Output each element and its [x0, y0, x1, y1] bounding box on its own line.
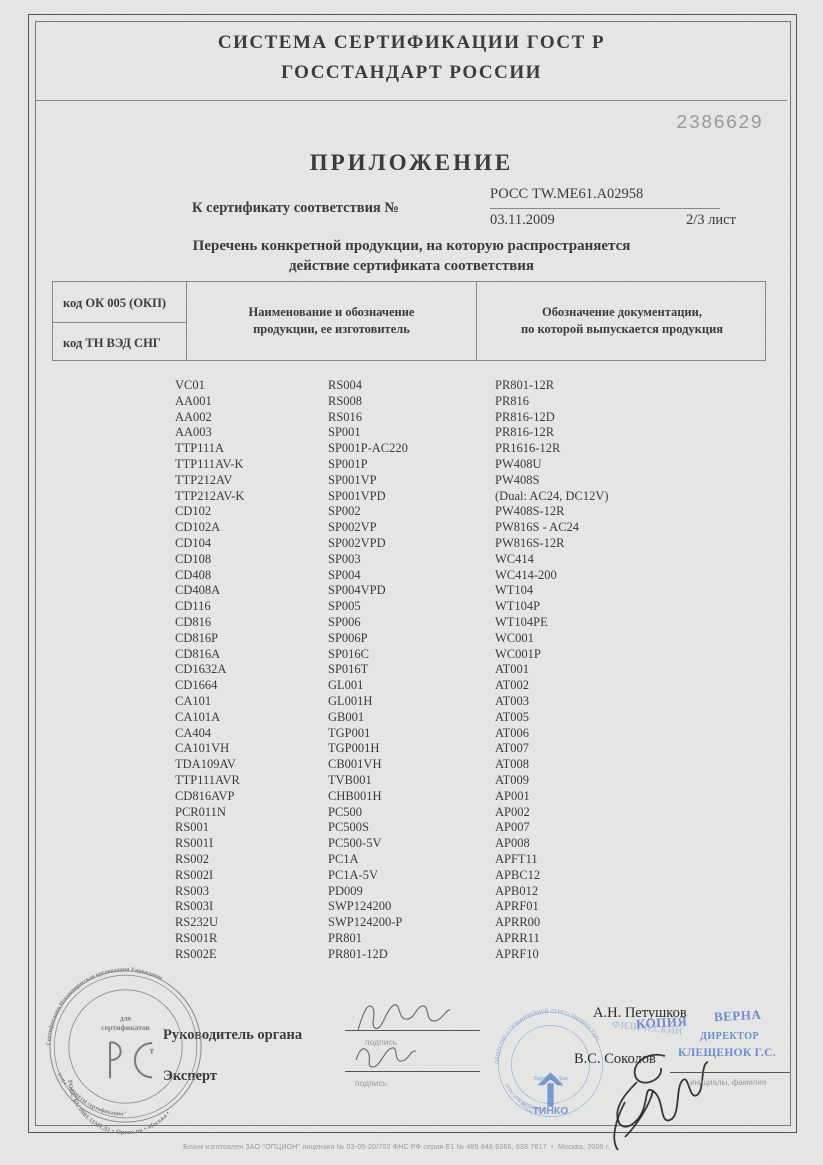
svg-text:т: т: [150, 1046, 155, 1056]
svg-text:сертификатов: сертификатов: [101, 1023, 150, 1032]
svg-text:для: для: [120, 1016, 131, 1023]
svg-text:РОСС RU.0001.11МЕД1 • Орган по: РОСС RU.0001.11МЕД1 • Орган по • Москва …: [66, 1080, 172, 1135]
svg-text:ТИНКО: ТИНКО: [533, 1106, 569, 1117]
